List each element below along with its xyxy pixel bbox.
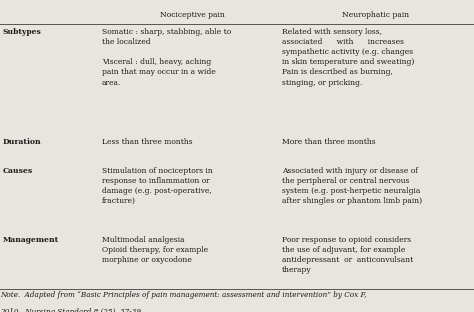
Text: Causes: Causes — [2, 167, 33, 175]
Text: Related with sensory loss,
associated      with      increases
sympathetic activ: Related with sensory loss, associated wi… — [282, 28, 414, 86]
Text: More than three months: More than three months — [282, 138, 376, 146]
Text: Note.  Adapted from “Basic Principles of pain management: assessment and interve: Note. Adapted from “Basic Principles of … — [0, 291, 366, 299]
Text: Poor response to opioid considers
the use of adjuvant, for example
antidepressan: Poor response to opioid considers the us… — [282, 236, 413, 274]
Text: Somatic : sharp, stabbing, able to
the localized

Visceral : dull, heavy, aching: Somatic : sharp, stabbing, able to the l… — [102, 28, 231, 86]
Text: Less than three months: Less than three months — [102, 138, 192, 146]
Text: Neurophatic pain: Neurophatic pain — [342, 11, 409, 19]
Text: Nociceptive pain: Nociceptive pain — [160, 11, 224, 19]
Text: Duration: Duration — [2, 138, 41, 146]
Text: Subtypes: Subtypes — [2, 28, 41, 36]
Text: 2010,  Nursing Standard 8 (25), 37-39.: 2010, Nursing Standard 8 (25), 37-39. — [0, 308, 143, 312]
Text: Stimulation of nociceptors in
response to inflammation or
damage (e.g. post-oper: Stimulation of nociceptors in response t… — [102, 167, 213, 205]
Text: Management: Management — [2, 236, 59, 244]
Text: Multimodal analgesia
Opioid therapy, for example
morphine or oxycodone: Multimodal analgesia Opioid therapy, for… — [102, 236, 208, 264]
Text: Associated with injury or disease of
the peripheral or central nervous
system (e: Associated with injury or disease of the… — [282, 167, 422, 205]
